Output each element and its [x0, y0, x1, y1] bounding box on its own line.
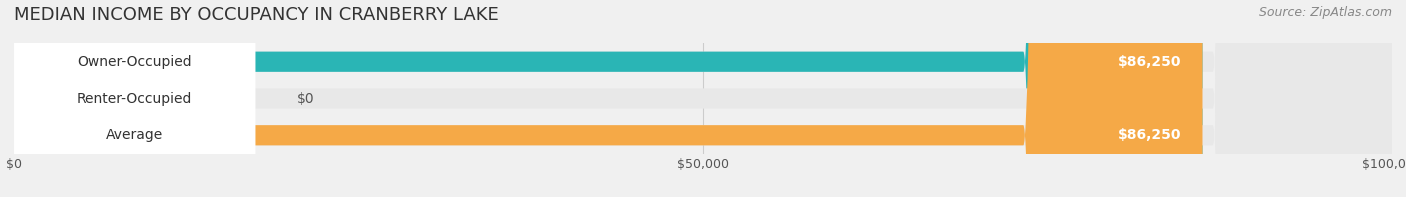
Text: MEDIAN INCOME BY OCCUPANCY IN CRANBERRY LAKE: MEDIAN INCOME BY OCCUPANCY IN CRANBERRY …	[14, 6, 499, 24]
Text: Source: ZipAtlas.com: Source: ZipAtlas.com	[1258, 6, 1392, 19]
Text: Renter-Occupied: Renter-Occupied	[77, 91, 193, 106]
FancyBboxPatch shape	[14, 0, 1202, 197]
Text: $86,250: $86,250	[1118, 55, 1182, 69]
FancyBboxPatch shape	[14, 0, 256, 197]
FancyBboxPatch shape	[14, 0, 256, 197]
FancyBboxPatch shape	[14, 0, 1202, 197]
FancyBboxPatch shape	[14, 0, 1392, 197]
FancyBboxPatch shape	[14, 0, 256, 197]
FancyBboxPatch shape	[14, 0, 1392, 197]
FancyBboxPatch shape	[14, 0, 1392, 197]
Text: $0: $0	[297, 91, 314, 106]
Text: Owner-Occupied: Owner-Occupied	[77, 55, 193, 69]
Text: Average: Average	[105, 128, 163, 142]
Text: $86,250: $86,250	[1118, 128, 1182, 142]
